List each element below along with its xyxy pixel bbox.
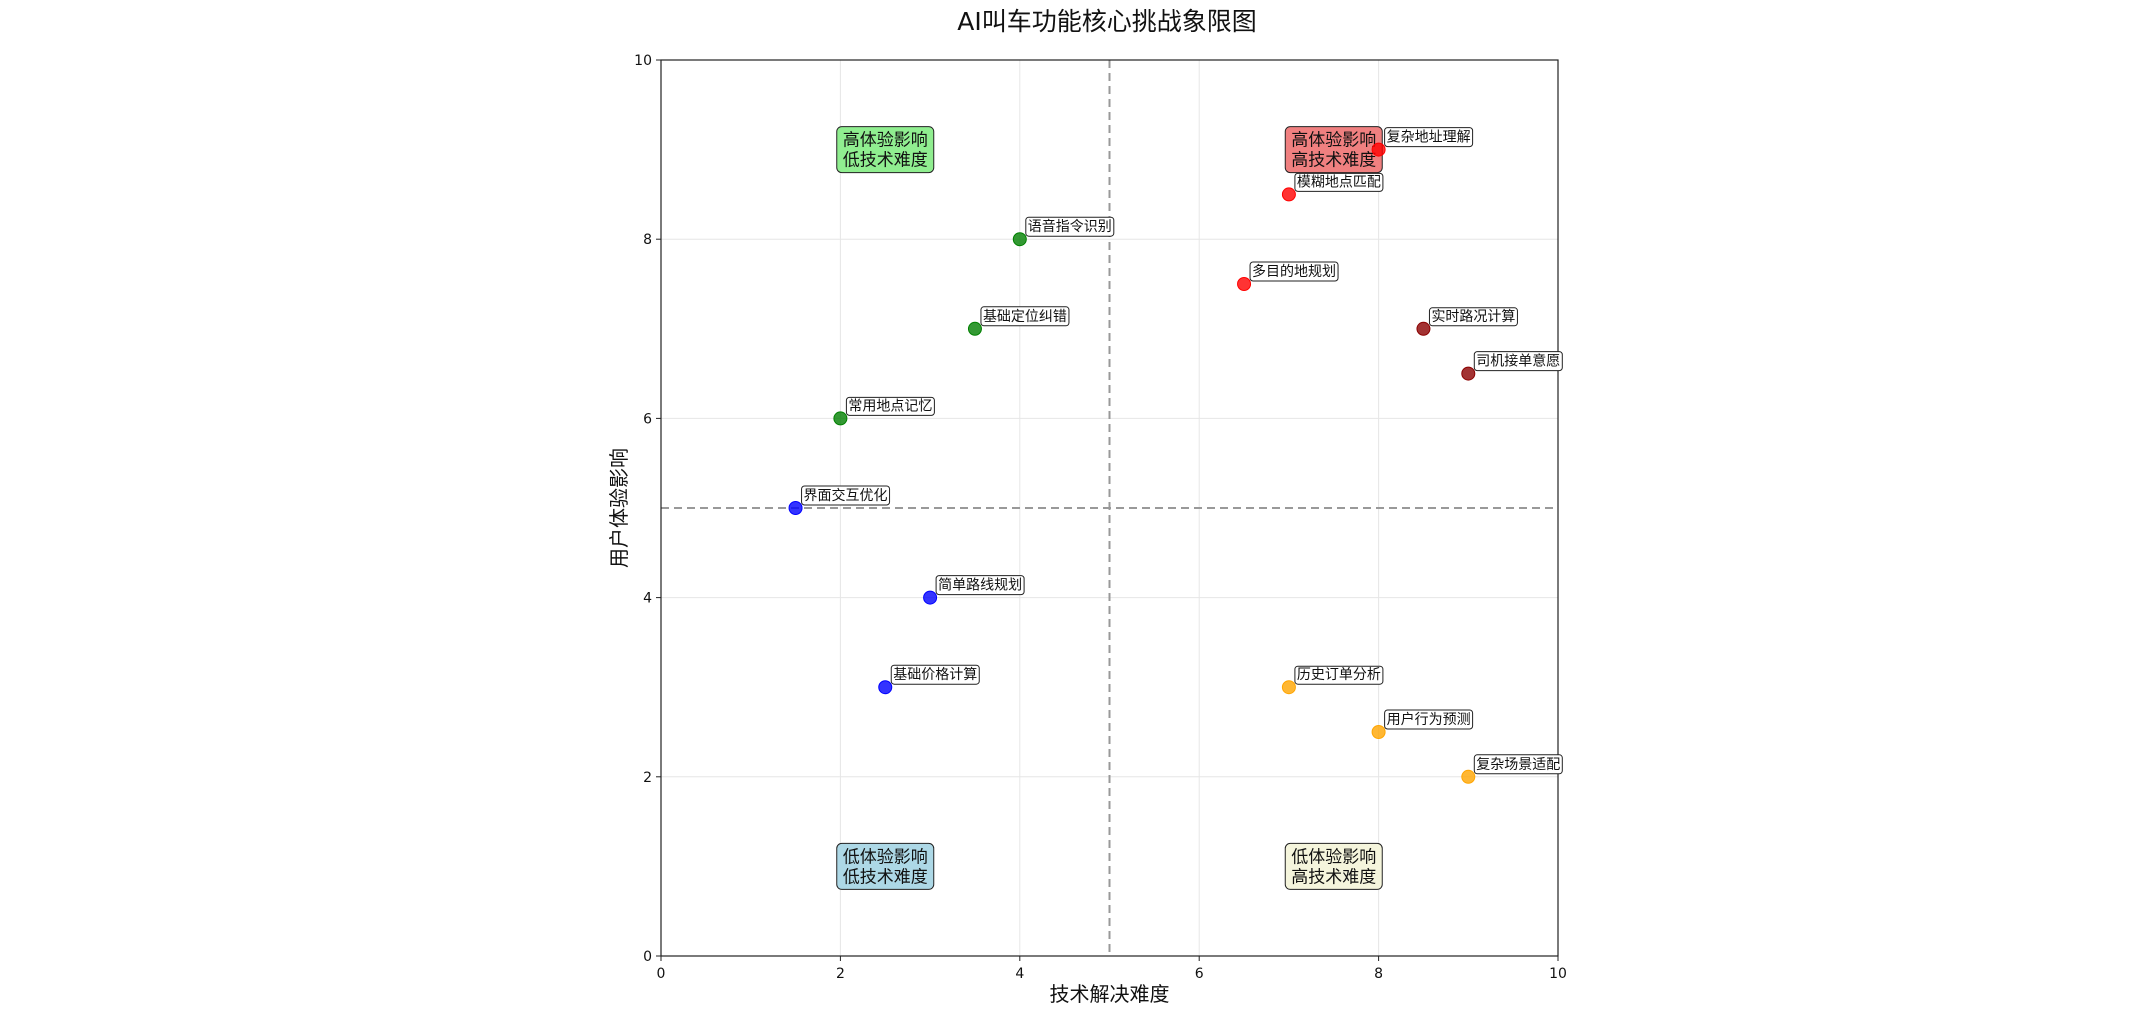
point-label-box: [1473, 754, 1563, 775]
data-point: 复杂场景适配: [1461, 754, 1563, 784]
point-label: 常用地点记忆: [848, 398, 932, 414]
data-point: 基础定位纠错: [967, 306, 1070, 336]
point-label-box: [1384, 709, 1474, 730]
point-marker: [878, 680, 893, 695]
y-tick-label: 10: [634, 53, 652, 69]
point-label-box: [1294, 172, 1384, 192]
point-label: 语音指令识别: [1028, 218, 1112, 235]
point-label-box: [1249, 261, 1339, 282]
quadrant-label-line: 低体验影响: [1291, 847, 1376, 867]
x-axis-label: 技术解决难度: [1050, 982, 1170, 1006]
point-marker: [1461, 769, 1476, 784]
data-point: 基础价格计算: [878, 664, 980, 695]
point-marker: [1012, 232, 1027, 247]
data-point: 界面交互优化: [788, 485, 891, 515]
x-tick-label: 0: [657, 966, 666, 982]
data-point: 司机接单意愿: [1461, 351, 1563, 381]
point-label: 界面交互优化: [804, 487, 888, 504]
point-label: 基础定位纠错: [983, 308, 1067, 325]
point-label: 模糊地点匹配: [1297, 174, 1381, 190]
point-label: 复杂地址理解: [1387, 129, 1471, 146]
point-label-box: [1025, 216, 1115, 237]
data-point: 简单路线规划: [923, 575, 1025, 605]
point-marker: [967, 321, 982, 336]
point-label: 多目的地规划: [1252, 263, 1336, 280]
point-label-box: [1384, 127, 1474, 148]
data-point: 用户行为预测: [1371, 709, 1474, 739]
point-marker: [1237, 277, 1252, 291]
quadrant-label-line: 低技术难度: [843, 867, 928, 887]
point-marker: [1371, 142, 1386, 157]
point-label: 用户行为预测: [1387, 711, 1471, 728]
y-tick-label: 6: [643, 411, 652, 427]
point-marker: [1416, 321, 1431, 336]
quadrant-label-line: 高技术难度: [1291, 151, 1376, 171]
quadrant-label-box: [836, 126, 935, 174]
point-marker: [1281, 680, 1296, 695]
data-point: 复杂地址理解: [1371, 127, 1474, 157]
x-tick-label: 6: [1195, 966, 1204, 982]
data-point: 多目的地规划: [1237, 261, 1339, 291]
y-tick-label: 2: [643, 770, 652, 786]
point-label-box: [890, 664, 980, 685]
quadrant-label-line: 低体验影响: [843, 847, 928, 867]
point-label-box: [935, 575, 1025, 596]
x-tick-label: 8: [1374, 966, 1383, 982]
point-label: 复杂场景适配: [1476, 756, 1560, 773]
y-tick-label: 8: [643, 232, 652, 248]
point-label-box: [980, 306, 1070, 327]
point-label-box: [845, 396, 935, 416]
data-point: 实时路况计算: [1416, 307, 1518, 336]
data-point: 语音指令识别: [1012, 216, 1115, 247]
quadrant-label-box: [836, 842, 935, 890]
point-label-box: [1428, 307, 1518, 327]
point-marker: [1371, 725, 1386, 739]
x-tick-label: 4: [1015, 966, 1024, 982]
point-label: 实时路况计算: [1431, 309, 1515, 325]
point-label: 司机接单意愿: [1476, 353, 1560, 370]
y-tick-label: 0: [643, 949, 652, 965]
x-tick-label: 2: [836, 966, 845, 982]
plot-area-frame: [660, 59, 1559, 957]
point-label-box: [1294, 665, 1384, 685]
point-marker: [923, 590, 938, 605]
quadrant-dividers: [661, 60, 1558, 956]
data-point: 历史订单分析: [1281, 665, 1384, 695]
quadrant-label-line: 低技术难度: [843, 151, 928, 171]
point-marker: [833, 411, 848, 426]
point-marker: [1281, 187, 1296, 202]
y-axis-label: 用户体验影响: [607, 448, 631, 568]
point-label: 历史订单分析: [1297, 667, 1381, 683]
quadrant-label-line: 高体验影响: [843, 131, 928, 151]
point-label-box: [801, 485, 891, 506]
quadrant-label-line: 高体验影响: [1291, 131, 1376, 151]
y-tick-label: 4: [643, 591, 652, 607]
axis-ticks: 0 2 4 6 8 10 0 2 4 6 8 10: [634, 53, 1567, 982]
quadrant-label-line: 高技术难度: [1291, 867, 1376, 887]
point-label: 简单路线规划: [938, 577, 1022, 594]
x-tick-label: 10: [1549, 966, 1567, 982]
point-label-box: [1473, 351, 1563, 372]
quadrant-label-box: [1284, 842, 1383, 890]
data-point: 常用地点记忆: [833, 396, 935, 426]
point-marker: [1461, 366, 1476, 381]
data-point: 模糊地点匹配: [1281, 172, 1384, 202]
point-marker: [788, 501, 803, 515]
chart-title: AI叫车功能核心挑战象限图: [957, 7, 1256, 36]
point-label: 基础价格计算: [893, 666, 977, 683]
